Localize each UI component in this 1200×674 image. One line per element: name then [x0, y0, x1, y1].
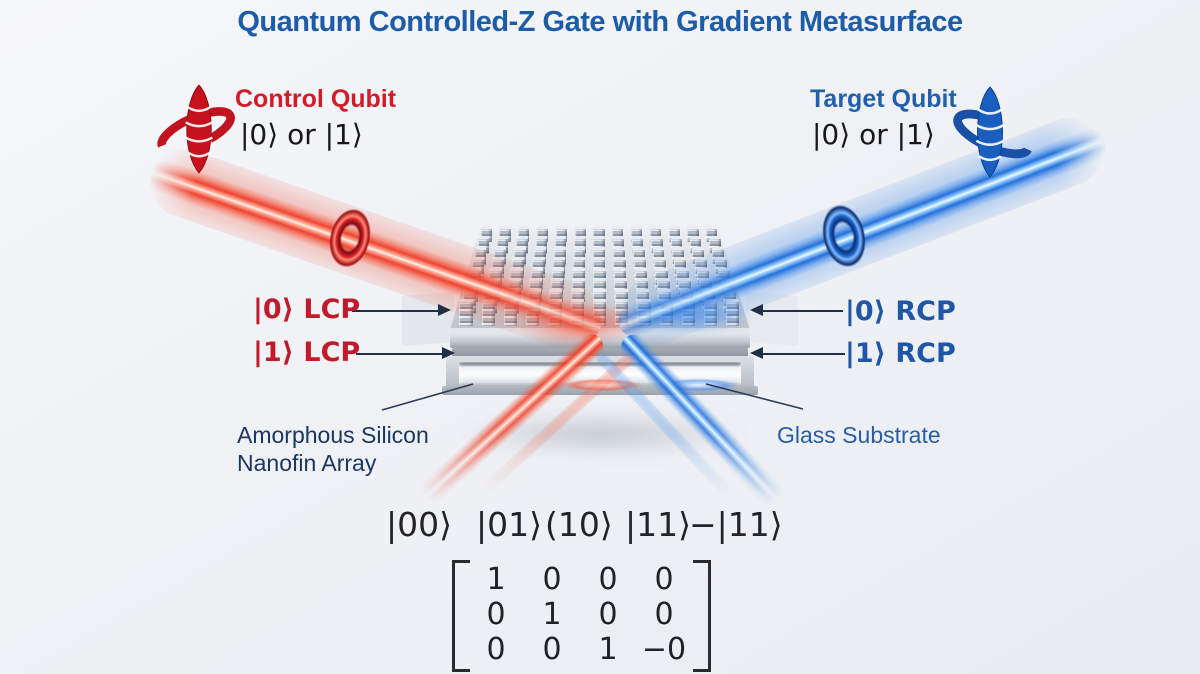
- basis-state-11: |11⟩: [625, 505, 691, 544]
- red-spin-qubit-icon: [157, 84, 235, 174]
- control-qubit-label: Control Qubit: [235, 85, 397, 113]
- matrix-cell: 1: [542, 597, 562, 632]
- blue-spin-qubit-icon: [953, 86, 1033, 178]
- basis-state-minus-11: −|11⟩: [689, 505, 783, 544]
- matrix-cell: 1: [598, 632, 618, 667]
- basis-state-01: |01⟩: [476, 505, 542, 544]
- matrix-cell: 0: [598, 597, 618, 632]
- matrix-cell: 0: [486, 632, 506, 667]
- arrow-head-left-1: [442, 347, 455, 359]
- control-qubit-state: |0⟩ or |1⟩: [240, 118, 363, 151]
- arrow-head-right-0: [750, 304, 763, 316]
- arrow-line-left-0: [352, 310, 440, 312]
- page-title: Quantum Controlled-Z Gate with Gradient …: [237, 6, 963, 38]
- basis-state-00: |00⟩: [386, 505, 452, 544]
- matrix-cell: 0: [654, 597, 674, 632]
- matrix-cell: −0: [641, 632, 687, 667]
- nanofin-callout-label: Amorphous Silicon Nanofin Array: [237, 421, 429, 477]
- nanofin-callout-line2: Nanofin Array: [237, 450, 377, 476]
- matrix-cell: 0: [486, 597, 506, 632]
- arrow-head-left-0: [438, 304, 451, 316]
- matrix-cell: 1: [486, 562, 506, 597]
- cz-matrix: 1 0 0 0 0 1 0 0 0 0 1 −0: [468, 562, 692, 667]
- matrix-bracket-left: [452, 560, 470, 672]
- matrix-cell: 0: [542, 632, 562, 667]
- target-qubit-state: |0⟩ or |1⟩: [812, 118, 935, 151]
- nanofin-callout-line1: Amorphous Silicon: [237, 422, 429, 448]
- port-label-1-rcp: |1⟩ RCP: [845, 338, 956, 369]
- matrix-cell: 0: [598, 562, 618, 597]
- arrow-line-right-1: [763, 353, 845, 355]
- substrate-callout-label: Glass Substrate: [777, 422, 941, 448]
- port-label-0-lcp: |0⟩ LCP: [253, 294, 361, 325]
- port-label-0-rcp: |0⟩ RCP: [845, 296, 956, 327]
- arrow-line-left-1: [356, 353, 444, 355]
- arrow-head-right-1: [750, 347, 763, 359]
- arrow-line-right-0: [763, 310, 843, 312]
- matrix-bracket-right: [693, 560, 711, 672]
- port-label-1-lcp: |1⟩ LCP: [253, 337, 361, 368]
- matrix-cell: 0: [654, 562, 674, 597]
- basis-state-10: (10⟩: [545, 505, 613, 544]
- matrix-cell: 0: [542, 562, 562, 597]
- target-qubit-label: Target Qubit: [810, 85, 957, 113]
